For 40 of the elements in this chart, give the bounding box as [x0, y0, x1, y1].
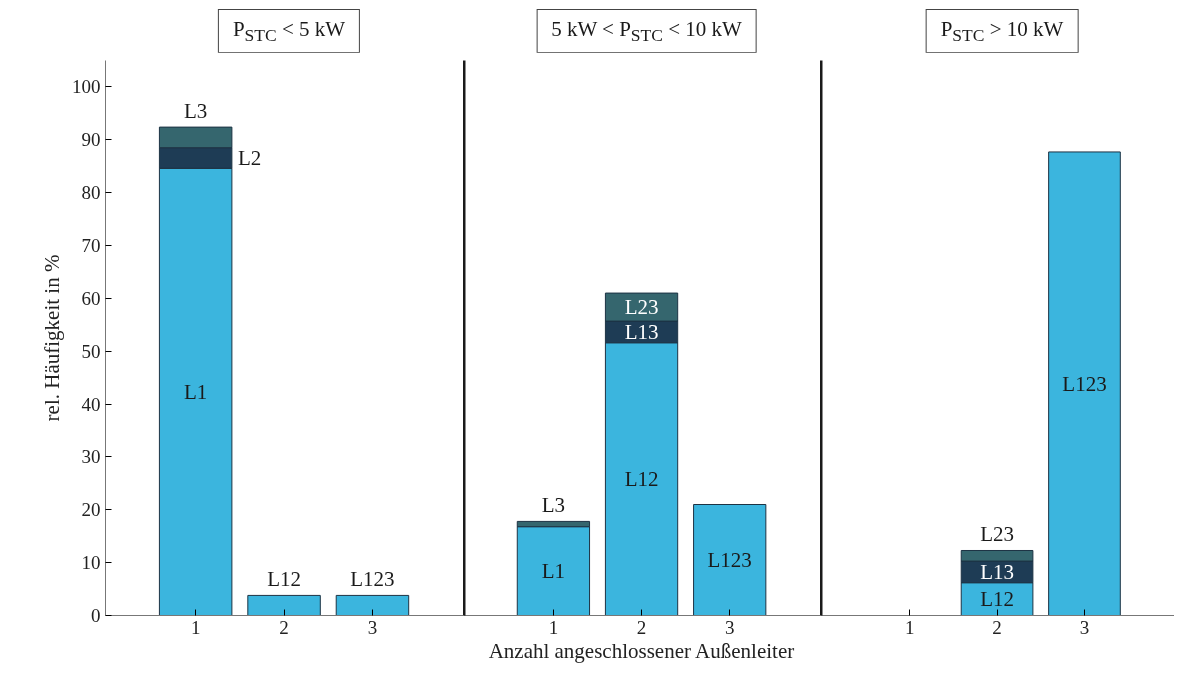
series-label: L3 [184, 99, 208, 124]
series-label: L12 [267, 567, 301, 592]
x-tick-label: 2 [636, 616, 647, 638]
y-axis-title: rel. Häufigkeit in % [40, 254, 64, 422]
chart-title: 5 kW < P$_{STC}$ < 10 kW [536, 9, 757, 54]
x-axis-title: Anzahl angeschlossener Außenleiter [488, 638, 795, 663]
y-tick-label: 0 [91, 605, 101, 626]
series-label: L2 [237, 146, 262, 171]
y-tick-label: 50 [81, 340, 101, 362]
y-tick-label: 30 [81, 446, 101, 468]
x-tick-label: 2 [279, 616, 289, 638]
y-tick-label: 80 [81, 182, 101, 204]
x-tick-label: 1 [190, 616, 201, 638]
series-label: L13 [624, 319, 659, 344]
y-tick-label: 70 [81, 235, 101, 256]
y-tick-label: 100 [72, 76, 101, 98]
series-label: L123 [350, 567, 395, 592]
series-label: L123 [1062, 371, 1107, 396]
chart-title: P$_{STC}$ < 5 kW [217, 9, 361, 54]
y-tick-label: 10 [81, 552, 101, 574]
y-tick-label: 90 [81, 129, 101, 151]
series-label: L1 [184, 379, 208, 404]
x-tick-label: 1 [904, 616, 915, 638]
series-label: L3 [541, 493, 566, 518]
series-label: L1 [541, 559, 566, 584]
x-tick-label: 2 [992, 616, 1002, 638]
series-label: L12 [624, 467, 659, 492]
y-tick-label: 40 [81, 393, 101, 415]
series-label: L12 [980, 587, 1014, 612]
x-tick-label: 3 [724, 616, 735, 638]
series-label: L13 [980, 559, 1014, 584]
y-tick-label: 60 [81, 287, 101, 309]
x-tick-label: 1 [548, 616, 559, 638]
x-tick-label: 3 [367, 616, 378, 638]
x-tick-label: 3 [1079, 616, 1090, 638]
series-label: L123 [707, 548, 752, 572]
series-label: L23 [624, 295, 659, 320]
chart-title: P$_{STC}$ > 10 kW [925, 9, 1079, 54]
series-label: L23 [980, 522, 1014, 547]
y-tick-label: 20 [81, 499, 101, 521]
